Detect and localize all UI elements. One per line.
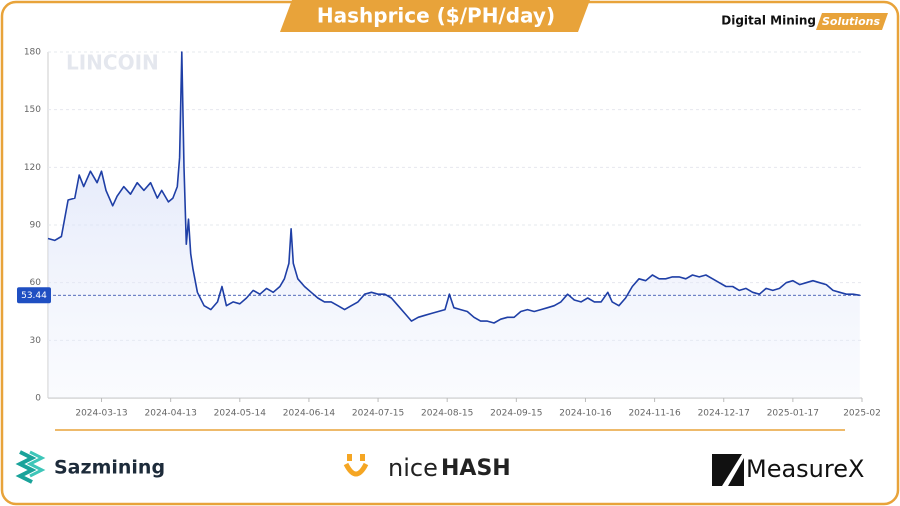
measurex-logo bbox=[712, 454, 744, 486]
x-tick-label: 2024-07-15 bbox=[352, 409, 404, 419]
y-tick-label: 60 bbox=[30, 278, 42, 288]
sponsor-sazmining: Sazmining bbox=[54, 457, 165, 479]
y-tick-label: 180 bbox=[24, 48, 41, 58]
x-tick-label: 2025-02 bbox=[843, 409, 881, 419]
x-tick-label: 2025-01-17 bbox=[767, 409, 819, 419]
sponsor-nice: nice bbox=[388, 454, 438, 482]
brand: Digital Mining bbox=[721, 14, 816, 28]
x-tick-label: 2024-04-13 bbox=[145, 409, 197, 419]
x-tick-label: 2024-08-15 bbox=[421, 409, 473, 419]
y-tick-label: 150 bbox=[24, 105, 41, 115]
title-banner bbox=[280, 0, 590, 32]
sponsor-hash: HASH bbox=[441, 456, 511, 481]
watermark: LINCOIN bbox=[66, 51, 159, 75]
current-value-box bbox=[17, 287, 51, 304]
x-tick-label: 2024-10-16 bbox=[559, 409, 612, 419]
y-tick-label: 30 bbox=[30, 336, 42, 346]
brand-tag: Solutions bbox=[822, 15, 880, 28]
x-tick-label: 2024-06-14 bbox=[283, 409, 336, 419]
line bbox=[47, 51, 860, 324]
sazmining-logo bbox=[15, 450, 46, 484]
sponsor-measurex: MeasureX bbox=[746, 455, 864, 483]
x-tick-label: 2024-03-13 bbox=[75, 409, 127, 419]
x-tick-label: 2024-09-15 bbox=[490, 409, 542, 419]
x-tick-label: 2024-11-16 bbox=[628, 409, 681, 419]
current-value-label: 53.44 bbox=[21, 291, 47, 301]
area bbox=[48, 52, 860, 398]
y-tick-label: 0 bbox=[35, 394, 41, 404]
y-tick-label: 120 bbox=[24, 163, 41, 173]
y-tick-label: 90 bbox=[30, 221, 42, 231]
chart-title: Hashprice ($/PH/day) bbox=[317, 4, 555, 28]
brand-tag-box bbox=[816, 13, 888, 30]
nicehash-logo bbox=[343, 454, 369, 477]
x-tick-label: 2024-05-14 bbox=[214, 409, 267, 419]
x-tick-label: 2024-12-17 bbox=[698, 409, 750, 419]
